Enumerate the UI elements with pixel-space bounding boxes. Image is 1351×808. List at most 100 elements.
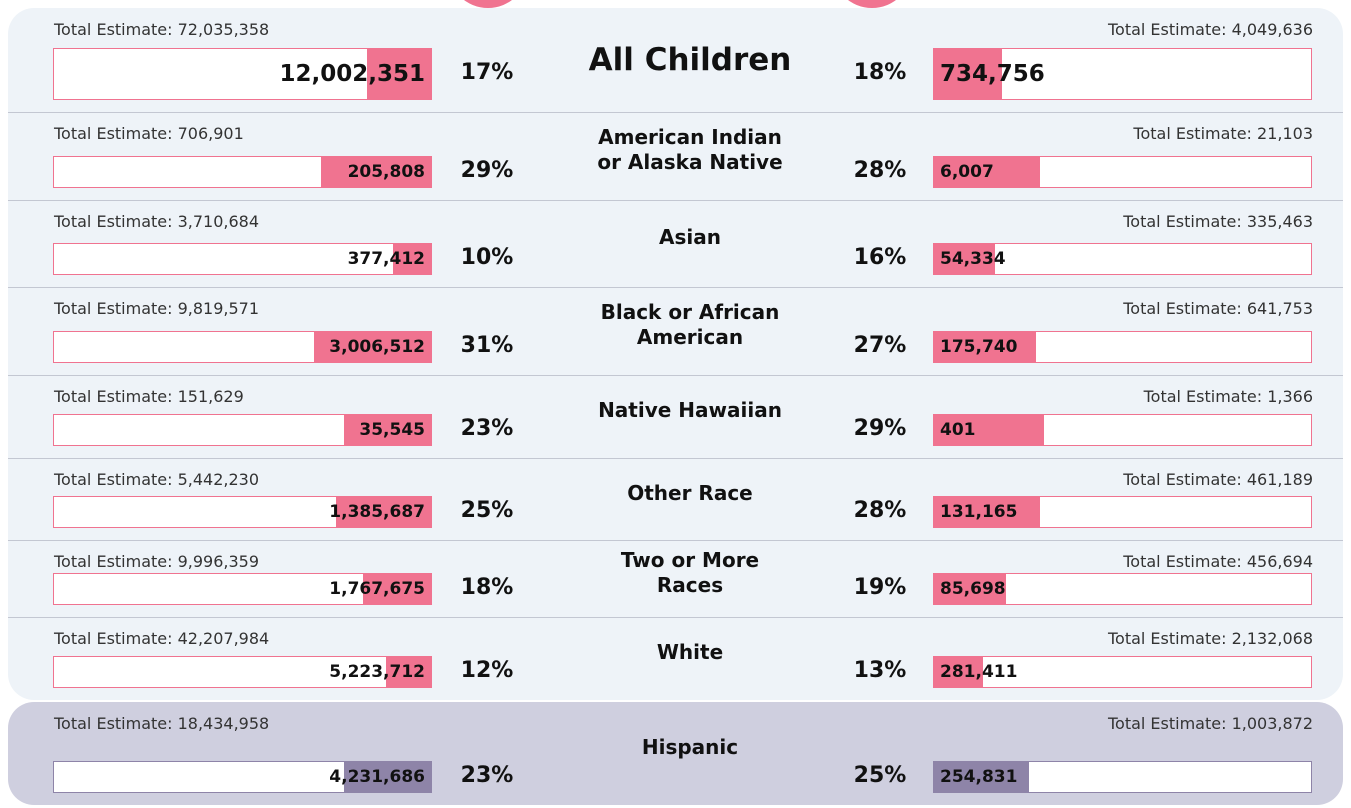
- total-estimate: Total Estimate: 4,049,636: [1107, 20, 1313, 39]
- group-label: Two or More Races: [560, 548, 820, 598]
- label-line: Hispanic: [641, 735, 739, 759]
- group-label: All Children: [560, 42, 820, 78]
- total-estimate: Total Estimate: 18,434,958: [54, 714, 270, 733]
- bar-box: 5,223,712: [53, 656, 432, 688]
- bar-box: 54,334: [933, 243, 1312, 275]
- percentage: 29%: [460, 158, 514, 183]
- row-separator: [8, 617, 1343, 618]
- total-estimate: Total Estimate: 1,003,872: [1107, 714, 1313, 733]
- label-line: American: [636, 325, 744, 349]
- bar-box: 1,385,687: [53, 496, 432, 528]
- percentage: 13%: [853, 658, 907, 683]
- row-separator: [8, 375, 1343, 376]
- percentage: 19%: [853, 575, 907, 600]
- percentage: 31%: [460, 333, 514, 358]
- group-label: Other Race: [560, 481, 820, 506]
- count: 5,223,712: [329, 662, 425, 682]
- bar-box: 35,545: [53, 414, 432, 446]
- label-line: Native Hawaiian: [598, 398, 782, 422]
- count: 377,412: [347, 249, 425, 269]
- total-estimate: Total Estimate: 9,819,571: [54, 299, 260, 318]
- label-line: Races: [656, 572, 724, 597]
- count: 401: [940, 420, 976, 440]
- count: 175,740: [940, 337, 1018, 357]
- bar-box: 254,831: [933, 761, 1312, 793]
- total-estimate: Total Estimate: 706,901: [54, 124, 244, 143]
- group-label: Asian: [560, 225, 820, 250]
- count: 1,767,675: [329, 579, 425, 599]
- label-line: Asian: [659, 225, 721, 249]
- bar-box: 85,698: [933, 573, 1312, 605]
- bar-fill: [362, 574, 431, 604]
- bar-fill: [934, 49, 1003, 99]
- percentage: 28%: [853, 498, 907, 523]
- percentage: 10%: [460, 245, 514, 270]
- count: 1,385,687: [329, 502, 425, 522]
- label-line: All Children: [588, 41, 792, 78]
- total-estimate: Total Estimate: 2,132,068: [1107, 629, 1313, 648]
- count: 35,545: [359, 420, 425, 440]
- bar-fill: [934, 332, 1037, 362]
- label-line: or Alaska Native: [597, 150, 783, 174]
- label-line: Two or More: [620, 547, 760, 572]
- total-estimate: Total Estimate: 641,753: [1123, 299, 1313, 318]
- bar-box: 281,411: [933, 656, 1312, 688]
- decor-circle: [832, 0, 912, 8]
- bar-fill: [934, 157, 1041, 187]
- percentage: 23%: [460, 416, 514, 441]
- count: 131,165: [940, 502, 1018, 522]
- percentage: 18%: [460, 575, 514, 600]
- total-estimate: Total Estimate: 3,710,684: [54, 212, 260, 231]
- bar-box: 205,808: [53, 156, 432, 188]
- bar-fill: [336, 497, 431, 527]
- total-estimate: Total Estimate: 151,629: [54, 387, 244, 406]
- percentage: 25%: [853, 763, 907, 788]
- count: 734,756: [940, 61, 1045, 87]
- total-estimate: Total Estimate: 5,442,230: [54, 470, 260, 489]
- total-estimate: Total Estimate: 456,694: [1123, 552, 1313, 571]
- bar-box: 175,740: [933, 331, 1312, 363]
- bar-box: 12,002,351: [53, 48, 432, 100]
- label-line: American Indian: [598, 125, 782, 149]
- row-separator: [8, 540, 1343, 541]
- total-estimate: Total Estimate: 461,189: [1123, 470, 1313, 489]
- group-label: Hispanic: [560, 735, 820, 760]
- bar-fill: [934, 657, 984, 687]
- group-label: Native Hawaiian: [560, 398, 820, 423]
- percentage: 12%: [460, 658, 514, 683]
- bar-box: 131,165: [933, 496, 1312, 528]
- bar-box: 377,412: [53, 243, 432, 275]
- percentage: 16%: [853, 245, 907, 270]
- bar-fill: [385, 657, 431, 687]
- total-estimate: Total Estimate: 9,996,359: [54, 552, 260, 571]
- total-estimate: Total Estimate: 21,103: [1133, 124, 1313, 143]
- bar-box: 734,756: [933, 48, 1312, 100]
- group-label: Black or African American: [560, 300, 820, 350]
- bar-box: 401: [933, 414, 1312, 446]
- bar-fill: [313, 332, 431, 362]
- bar-box: 3,006,512: [53, 331, 432, 363]
- row-separator: [8, 112, 1343, 113]
- count: 281,411: [940, 662, 1018, 682]
- group-label: White: [560, 640, 820, 665]
- group-label: American Indian or Alaska Native: [560, 125, 820, 175]
- count: 6,007: [940, 162, 994, 182]
- percentage: 29%: [853, 416, 907, 441]
- count: 3,006,512: [329, 337, 425, 357]
- percentage: 23%: [460, 763, 514, 788]
- bar-fill: [321, 157, 431, 187]
- bar-fill: [934, 244, 995, 274]
- bar-fill: [343, 415, 431, 445]
- count: 85,698: [940, 579, 1006, 599]
- total-estimate: Total Estimate: 335,463: [1123, 212, 1313, 231]
- percentage: 28%: [853, 158, 907, 183]
- bar-fill: [934, 574, 1006, 604]
- bar-box: 6,007: [933, 156, 1312, 188]
- bar-fill: [934, 762, 1029, 792]
- percentage: 18%: [853, 60, 907, 85]
- total-estimate: Total Estimate: 72,035,358: [54, 20, 270, 39]
- bar-box: 4,231,686: [53, 761, 432, 793]
- row-separator: [8, 200, 1343, 201]
- count: 205,808: [347, 162, 425, 182]
- label-line: Other Race: [627, 480, 753, 505]
